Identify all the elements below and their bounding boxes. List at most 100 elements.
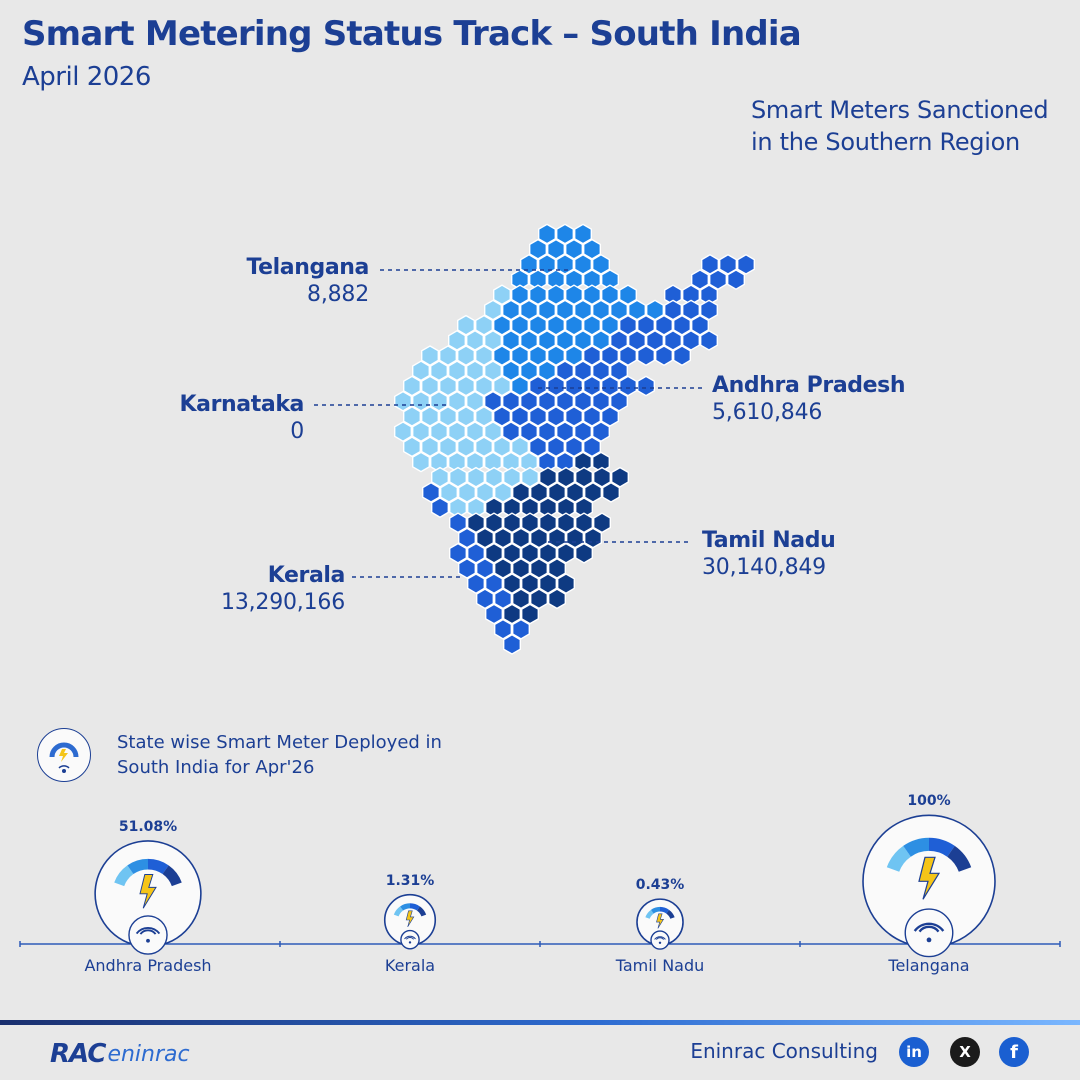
hex-cell-ka xyxy=(475,375,493,397)
hex-cell-ka xyxy=(394,421,412,443)
hex-cell-tg xyxy=(556,329,574,351)
hex-cell-ap xyxy=(592,390,610,412)
hex-cell-ap xyxy=(538,390,556,412)
hex-cell-ka xyxy=(449,466,467,488)
hex-cell-ka xyxy=(430,421,448,443)
hex-cell-ap xyxy=(737,253,755,275)
hex-cell-ka xyxy=(466,360,484,382)
gauge-arc-segment xyxy=(928,837,955,857)
hex-cell-tg xyxy=(619,284,637,306)
hex-cell-ap xyxy=(646,329,664,351)
hex-cell-ap xyxy=(655,314,673,336)
hex-cell-ka xyxy=(421,436,439,458)
hex-cell-tg xyxy=(538,360,556,382)
facebook-icon[interactable]: f xyxy=(999,1037,1029,1067)
linkedin-icon[interactable]: in xyxy=(899,1037,929,1067)
state-value: 8,882 xyxy=(307,282,369,307)
hex-cell-ka xyxy=(412,451,430,473)
hex-cell-tg xyxy=(565,284,583,306)
hex-cell-tg xyxy=(529,284,547,306)
hex-cell-tg xyxy=(547,314,565,336)
gauge-arc-segment xyxy=(393,906,404,917)
hex-cell-ap xyxy=(512,618,530,640)
hex-cell-tg xyxy=(520,360,538,382)
hex-cell-tg xyxy=(511,284,529,306)
gauge-mark xyxy=(636,898,684,950)
hex-cell-ka xyxy=(440,481,458,503)
hex-cell-tn xyxy=(530,557,548,579)
hex-cell-ap xyxy=(664,329,682,351)
hex-cell-tg xyxy=(610,299,628,321)
hex-cell-ap xyxy=(502,421,520,443)
hex-cell-ap xyxy=(619,314,637,336)
hex-cell-tn xyxy=(503,512,521,534)
hex-cell-tg xyxy=(547,238,565,260)
hex-cell-ap xyxy=(682,299,700,321)
hex-cell-tn xyxy=(566,527,584,549)
hex-cell-tg xyxy=(583,314,601,336)
hex-cell-tn xyxy=(575,466,593,488)
eninrac-logo: RAC eninrac xyxy=(50,1036,190,1072)
gauge-arc-segment xyxy=(666,909,675,919)
gauge-arc-segment xyxy=(114,865,134,887)
hex-cell-ap xyxy=(431,497,449,519)
gauge-mark xyxy=(383,893,437,950)
hex-cell-tg xyxy=(574,299,592,321)
value-label: 1.31% xyxy=(385,872,435,889)
hex-cell-ka xyxy=(439,436,457,458)
hex-cell-tn xyxy=(548,481,566,503)
hex-cell-ap xyxy=(574,360,592,382)
deployment-chart xyxy=(19,814,1061,958)
hex-cell-ka xyxy=(421,345,439,367)
hex-cell-ap xyxy=(700,299,718,321)
hex-cell-ka xyxy=(493,436,511,458)
hex-cell-ka xyxy=(448,390,466,412)
hex-cell-ap xyxy=(449,512,467,534)
hex-cell-ka xyxy=(421,375,439,397)
lightning-icon xyxy=(656,913,665,929)
smart-meter-icon xyxy=(37,728,91,782)
hex-cell-ap xyxy=(592,360,610,382)
hex-cell-ka xyxy=(476,481,494,503)
hex-cell-ap xyxy=(556,390,574,412)
hex-cell-tg xyxy=(646,299,664,321)
hex-cell-tg xyxy=(502,299,520,321)
category-label: Tamil Nadu xyxy=(615,956,705,975)
hex-cell-tn xyxy=(521,512,539,534)
hex-cell-ap xyxy=(494,618,512,640)
hex-cell-ka xyxy=(466,329,484,351)
hex-cell-ap xyxy=(503,633,521,655)
hex-cell-ap xyxy=(592,421,610,443)
hex-cell-ap xyxy=(727,269,745,291)
logo-main: RAC xyxy=(50,1039,106,1069)
logo-sub: eninrac xyxy=(107,1041,190,1067)
hex-cell-tg xyxy=(565,345,583,367)
hex-cell-ap xyxy=(565,405,583,427)
state-name: Karnataka xyxy=(179,392,305,417)
label-leader-lines xyxy=(314,269,706,578)
hex-cell-ap xyxy=(610,390,628,412)
hex-cell-ap xyxy=(709,269,727,291)
x-icon[interactable]: X xyxy=(950,1037,980,1067)
hex-cell-tg xyxy=(556,299,574,321)
gauge-arc-segment xyxy=(903,837,930,857)
hex-cell-ap xyxy=(529,436,547,458)
hex-cell-tn xyxy=(485,512,503,534)
hex-cell-tn xyxy=(548,527,566,549)
hex-cell-ap xyxy=(664,299,682,321)
south-india-hex-map xyxy=(314,223,755,655)
hex-cell-ka xyxy=(439,375,457,397)
value-label: 51.08% xyxy=(118,818,178,835)
hex-cell-tg xyxy=(592,329,610,351)
gauge-marks xyxy=(94,814,996,958)
hex-cell-ka xyxy=(457,436,475,458)
hex-cell-tn xyxy=(575,512,593,534)
hex-cell-tn xyxy=(512,588,530,610)
hex-cell-ap xyxy=(467,573,485,595)
hex-cell-tg xyxy=(628,299,646,321)
hex-cell-ka xyxy=(439,345,457,367)
hex-cell-ap xyxy=(556,421,574,443)
hex-cell-ap xyxy=(476,557,494,579)
state-label-tamil-nadu: Tamil Nadu 30,140,849 xyxy=(702,528,836,580)
wifi-icon xyxy=(406,937,414,940)
